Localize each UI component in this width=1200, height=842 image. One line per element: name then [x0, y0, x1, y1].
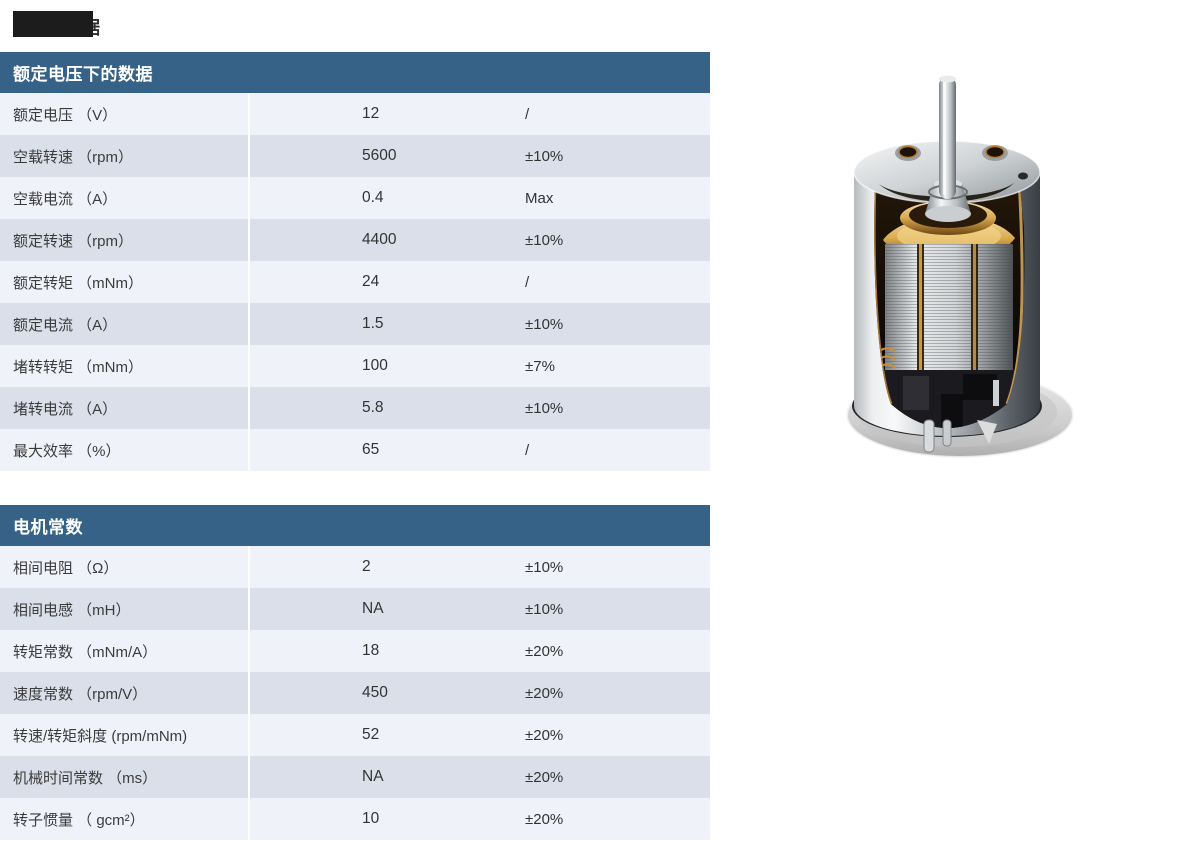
motor-product-image [845, 68, 1075, 458]
spec-label: 额定电流 （A） [0, 303, 250, 345]
spec-label: 堵转电流 （A） [0, 387, 250, 429]
table-row: 转速/转矩斜度 (rpm/mNm) 52 ±20% [0, 714, 710, 756]
spec-tolerance: / [525, 105, 530, 123]
rated-voltage-table: 额定电压下的数据 额定电压 （V） 12 / 空载转速 （rpm） 5600 ±… [0, 52, 710, 471]
spec-value: 10 [362, 810, 380, 827]
spec-label: 堵转转矩 （mNm） [0, 345, 250, 387]
spec-value: 4400 [362, 231, 397, 248]
table-row: 额定转速 （rpm） 4400 ±10% [0, 219, 710, 261]
spec-value: 65 [362, 441, 380, 458]
spec-tolerance: / [525, 441, 530, 459]
title-cover-block [13, 11, 93, 37]
spec-value: 18 [362, 642, 380, 659]
spec-tolerance: ±20% [525, 684, 564, 702]
spec-label: 相间电阻 （Ω） [0, 546, 250, 588]
spec-value: 1.5 [362, 315, 384, 332]
motor-shaft [939, 75, 956, 199]
spec-label: 转矩常数 （mNm/A） [0, 630, 250, 672]
spec-label: 额定转速 （rpm） [0, 219, 250, 261]
table-row: 转子惯量 （ gcm²） 10 ±20% [0, 798, 710, 840]
spec-tolerance: ±10% [525, 600, 564, 618]
spec-label: 空载转速 （rpm） [0, 135, 250, 177]
spec-label: 机械时间常数 （ms） [0, 756, 250, 798]
spec-label: 最大效率 （%） [0, 429, 250, 471]
spec-value: 24 [362, 273, 380, 290]
table-title: 电机常数 [0, 505, 710, 546]
table-body: 额定电压 （V） 12 / 空载转速 （rpm） 5600 ±10% 空载电流 … [0, 93, 710, 471]
table-row: 速度常数 （rpm/V） 450 ±20% [0, 672, 710, 714]
spec-tolerance: Max [525, 189, 554, 207]
spec-value: 0.4 [362, 189, 384, 206]
spec-value: 5.8 [362, 399, 384, 416]
motor-constants-table: 电机常数 相间电阻 （Ω） 2 ±10% 相间电感 （mH） NA ±10% 转… [0, 505, 710, 840]
spec-tolerance: ±20% [525, 642, 564, 660]
spec-label: 相间电感 （mH） [0, 588, 250, 630]
table-row: 机械时间常数 （ms） NA ±20% [0, 756, 710, 798]
table-row: 空载电流 （A） 0.4 Max [0, 177, 710, 219]
spec-tolerance: ±10% [525, 147, 564, 165]
spec-value: 2 [362, 558, 371, 575]
table-body: 相间电阻 （Ω） 2 ±10% 相间电感 （mH） NA ±10% 转矩常数 （… [0, 546, 710, 840]
spec-label: 转速/转矩斜度 (rpm/mNm) [0, 714, 250, 756]
mounting-screw-holes [895, 145, 1028, 180]
spec-label: 额定电压 （V） [0, 93, 250, 135]
table-row: 最大效率 （%） 65 / [0, 429, 710, 471]
spec-value: 450 [362, 684, 388, 701]
spec-tolerance: / [525, 273, 530, 291]
spec-tolerance: ±7% [525, 357, 555, 375]
table-row: 堵转电流 （A） 5.8 ±10% [0, 387, 710, 429]
spec-label: 额定转矩 （mNm） [0, 261, 250, 303]
spec-tolerance: ±20% [525, 726, 564, 744]
terminal-pins [923, 419, 997, 453]
motor-cutaway-illustration [846, 75, 1074, 458]
spec-tolerance: ±10% [525, 231, 564, 249]
spec-label: 空载电流 （A） [0, 177, 250, 219]
table-row: 额定转矩 （mNm） 24 / [0, 261, 710, 303]
table-row: 转矩常数 （mNm/A） 18 ±20% [0, 630, 710, 672]
spec-value: 100 [362, 357, 388, 374]
spec-tolerance: ±20% [525, 768, 564, 786]
table-row: 堵转转矩 （mNm） 100 ±7% [0, 345, 710, 387]
table-row: 相间电感 （mH） NA ±10% [0, 588, 710, 630]
spec-value: 12 [362, 105, 380, 122]
spec-tolerance: ±10% [525, 315, 564, 333]
page-title-badge: 据 [13, 11, 123, 38]
spec-value: NA [362, 600, 384, 617]
spec-tolerance: ±20% [525, 810, 564, 828]
spec-tolerance: ±10% [525, 399, 564, 417]
spec-value: NA [362, 768, 384, 785]
table-row: 空载转速 （rpm） 5600 ±10% [0, 135, 710, 177]
table-title: 额定电压下的数据 [0, 52, 710, 93]
spec-label: 转子惯量 （ gcm²） [0, 798, 250, 840]
table-row: 相间电阻 （Ω） 2 ±10% [0, 546, 710, 588]
spec-label: 速度常数 （rpm/V） [0, 672, 250, 714]
spec-value: 5600 [362, 147, 397, 164]
table-row: 额定电流 （A） 1.5 ±10% [0, 303, 710, 345]
spec-value: 52 [362, 726, 380, 743]
table-row: 额定电压 （V） 12 / [0, 93, 710, 135]
spec-tolerance: ±10% [525, 558, 564, 576]
